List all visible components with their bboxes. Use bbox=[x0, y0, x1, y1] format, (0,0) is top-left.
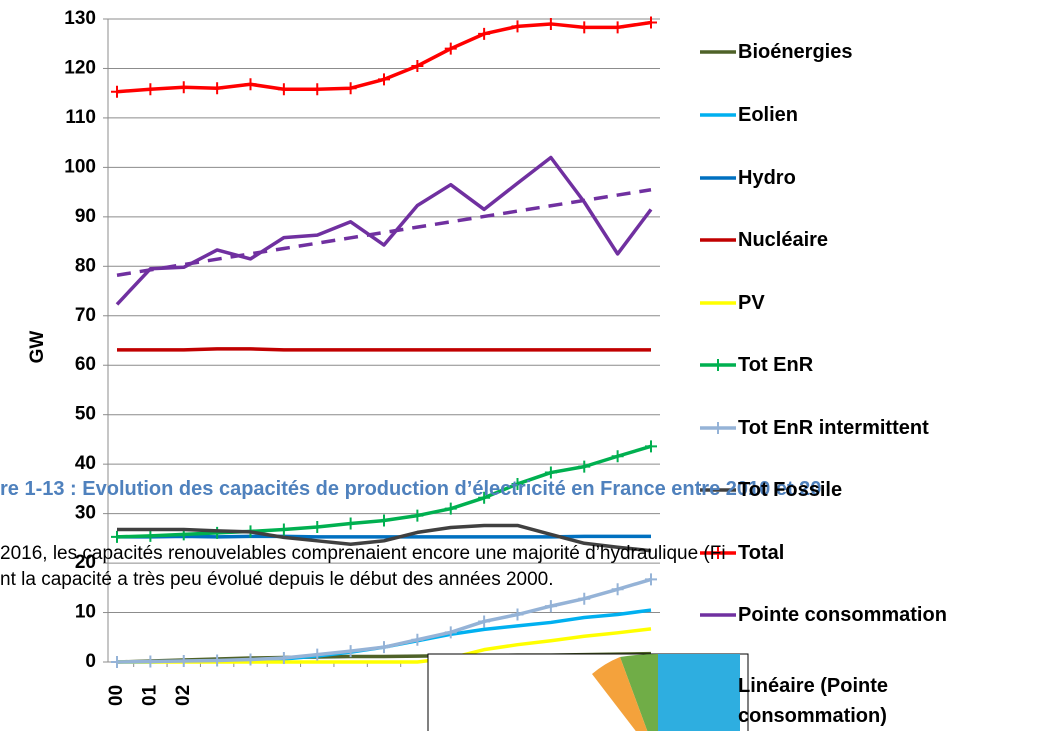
marker bbox=[578, 21, 591, 34]
marker bbox=[211, 654, 224, 667]
y-tick-label: 0 bbox=[85, 651, 96, 672]
marker bbox=[277, 523, 290, 536]
y-tick-label: 90 bbox=[75, 206, 96, 227]
legend-label: Tot EnR bbox=[738, 354, 814, 376]
marker bbox=[378, 641, 390, 654]
pie-fragment bbox=[592, 657, 648, 731]
y-tick-label: 10 bbox=[75, 602, 96, 623]
series-line bbox=[117, 523, 652, 553]
marker bbox=[544, 17, 557, 30]
marker bbox=[177, 81, 190, 94]
marker bbox=[544, 600, 557, 613]
y-tick-label: 110 bbox=[65, 107, 96, 128]
marker bbox=[244, 78, 257, 91]
marker bbox=[211, 526, 224, 539]
legend-label: Nucléaire bbox=[738, 229, 829, 251]
x-tick-label: 02 bbox=[173, 685, 194, 706]
marker bbox=[311, 83, 324, 96]
marker bbox=[712, 547, 724, 559]
y-tick-label: 30 bbox=[75, 503, 96, 524]
marker bbox=[378, 73, 390, 86]
legend-label: Tot Fossile bbox=[738, 479, 843, 501]
marker bbox=[511, 20, 524, 33]
y-tick-label: 50 bbox=[75, 404, 96, 425]
y-tick-label: 120 bbox=[64, 57, 96, 78]
y-axis-label: GW bbox=[27, 331, 48, 364]
marker bbox=[277, 652, 290, 665]
marker bbox=[211, 82, 224, 95]
marker bbox=[444, 626, 457, 639]
marker bbox=[645, 573, 657, 586]
marker bbox=[411, 59, 424, 72]
marker bbox=[478, 491, 491, 504]
legend-label: Tot EnR intermittent bbox=[738, 417, 929, 439]
legend-label: Bioénergies bbox=[738, 41, 853, 63]
y-tick-label: 40 bbox=[75, 453, 96, 474]
marker bbox=[444, 42, 457, 55]
marker bbox=[177, 655, 190, 668]
marker bbox=[478, 27, 491, 40]
marker bbox=[511, 608, 524, 621]
marker bbox=[578, 592, 591, 605]
paragraph-line: nt la capacité a très peu évolué depuis … bbox=[0, 569, 554, 590]
marker bbox=[111, 85, 123, 98]
y-tick-label: 80 bbox=[75, 255, 96, 276]
figure-caption: re 1-13 : Evolution des capacités de pro… bbox=[0, 478, 822, 500]
marker bbox=[344, 645, 357, 658]
marker bbox=[111, 656, 123, 668]
paragraph-line: 2016, les capacités renouvelables compre… bbox=[0, 543, 726, 564]
marker bbox=[444, 502, 457, 515]
marker bbox=[611, 583, 624, 596]
y-tick-label: 20 bbox=[75, 552, 96, 573]
marker bbox=[144, 83, 157, 96]
marker bbox=[511, 477, 524, 490]
pie-fragment bbox=[620, 654, 658, 731]
marker bbox=[611, 21, 624, 34]
marker bbox=[611, 450, 624, 463]
y-tick-label: 60 bbox=[75, 354, 96, 375]
marker bbox=[378, 514, 390, 527]
y-tick-label: 100 bbox=[64, 156, 96, 177]
y-tick-label: 70 bbox=[75, 305, 96, 326]
marker bbox=[311, 520, 324, 533]
x-tick-label: 00 bbox=[106, 685, 127, 706]
marker bbox=[311, 648, 324, 661]
x-tick-label: 01 bbox=[139, 684, 160, 706]
marker bbox=[478, 615, 491, 628]
marker bbox=[544, 466, 557, 479]
marker bbox=[411, 633, 424, 646]
series-line bbox=[117, 347, 651, 352]
marker bbox=[645, 440, 657, 453]
legend-label: Hydro bbox=[738, 167, 796, 189]
marker bbox=[578, 460, 591, 473]
legend-label: Linéaire (Pointe consommation) bbox=[738, 675, 889, 727]
legend-label: Eolien bbox=[738, 104, 799, 126]
legend-label: Total bbox=[738, 542, 785, 564]
marker bbox=[144, 529, 157, 542]
marker bbox=[712, 422, 724, 434]
marker bbox=[645, 16, 657, 29]
marker bbox=[344, 517, 357, 530]
marker bbox=[111, 530, 123, 543]
legend-label: Pointe consommation bbox=[738, 604, 947, 626]
y-tick-label: 130 bbox=[64, 8, 96, 29]
marker bbox=[344, 82, 357, 95]
series-line bbox=[115, 155, 653, 306]
marker bbox=[144, 655, 157, 668]
marker bbox=[712, 359, 724, 371]
series-line bbox=[116, 188, 652, 277]
pie-fragment bbox=[658, 654, 740, 731]
legend-label: PV bbox=[738, 292, 765, 314]
marker bbox=[277, 83, 290, 96]
marker bbox=[244, 653, 257, 666]
marker bbox=[411, 509, 424, 522]
